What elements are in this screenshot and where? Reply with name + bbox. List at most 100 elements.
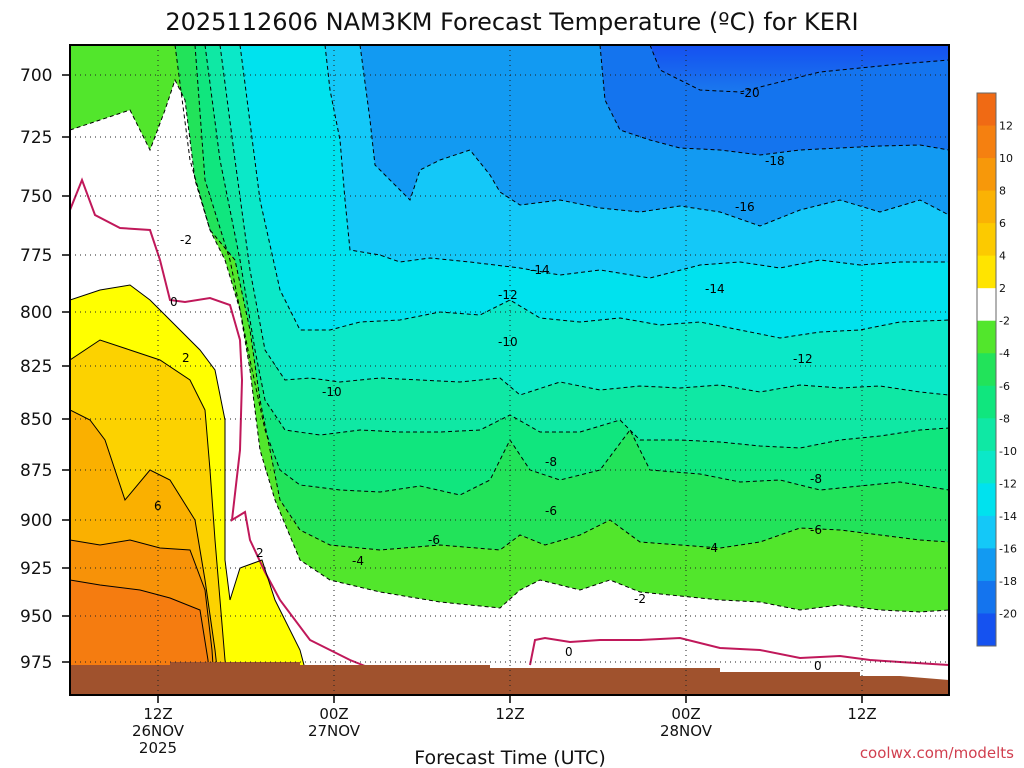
colorbar-tick-label: 12 xyxy=(999,120,1013,133)
band-minus-4 xyxy=(70,45,949,695)
contour-label: 0 xyxy=(814,659,822,673)
colorbar-tick-label: -6 xyxy=(999,380,1010,393)
x-tick-label: 2025 xyxy=(139,739,177,757)
contour-zero-upper xyxy=(70,177,376,671)
contour-minus-20 xyxy=(649,45,949,93)
y-tick-label: 900 xyxy=(20,511,52,531)
x-tick-label: 00Z xyxy=(671,705,700,723)
contour-minus-8 xyxy=(204,45,949,449)
contour-label: -10 xyxy=(322,385,342,399)
colorbar-swatch xyxy=(977,93,996,127)
contour-label: -12 xyxy=(498,288,518,302)
colorbar-swatch xyxy=(977,320,996,354)
colorbar-tick-label: -2 xyxy=(999,315,1010,328)
contour-label: -2 xyxy=(180,233,192,247)
contour-label: 2 xyxy=(256,546,264,560)
ground xyxy=(70,662,949,695)
x-tick-label: 26NOV xyxy=(132,722,185,740)
colorbar-tick-label: -8 xyxy=(999,412,1010,425)
contour-labels: -20 -18 -16 -14 -14 -12 -12 -10 -10 -8 -… xyxy=(154,86,822,673)
contour-label: -12 xyxy=(793,352,813,366)
y-tick-label: 875 xyxy=(20,461,52,481)
y-tick-label: 700 xyxy=(20,66,52,86)
colorbar-swatch xyxy=(977,288,996,322)
zero-contours xyxy=(70,177,949,671)
contour-minus-2 xyxy=(70,78,949,613)
colorbar-tick-label: -4 xyxy=(999,347,1010,360)
colorbar-tick-label: -20 xyxy=(999,607,1017,620)
contour-label: -18 xyxy=(765,154,785,168)
colorbar-swatch xyxy=(977,418,996,452)
colorbar-tick-label: -14 xyxy=(999,510,1017,523)
y-tick-label: 925 xyxy=(20,559,52,579)
colorbar-swatch xyxy=(977,223,996,257)
colorbar-tick-label: 4 xyxy=(999,250,1006,263)
contour-label: -6 xyxy=(810,523,822,537)
colorbar-tick-label: -12 xyxy=(999,477,1017,490)
colorbar-swatch xyxy=(977,515,996,549)
contour-label: 6 xyxy=(154,499,162,513)
colorbar-tick-label: 6 xyxy=(999,217,1006,230)
colorbar-tick-label: -18 xyxy=(999,575,1017,588)
contour-label: -6 xyxy=(428,533,440,547)
gridlines xyxy=(70,45,949,695)
x-axis-label: Forecast Time (UTC) xyxy=(414,747,605,768)
y-tick-label: 975 xyxy=(20,653,52,673)
band-minus-2 xyxy=(70,80,949,695)
colorbar-swatch xyxy=(977,483,996,517)
contour-zero-lower xyxy=(529,636,949,666)
contour-plus-8 xyxy=(70,539,216,695)
x-tick-label: 12Z xyxy=(847,705,876,723)
colorbar: 12 10 8 6 4 2 -2 -4 -6 -8 -10 -12 -14 -16 -18 -20 xyxy=(976,92,1017,647)
y-tick-label: 750 xyxy=(20,187,52,207)
dashed-contours xyxy=(70,45,949,613)
contour-minus-4 xyxy=(174,45,949,551)
y-axis: 700 725 750 775 800 825 850 875 900 925 … xyxy=(20,66,70,673)
contour-label: 0 xyxy=(170,295,178,309)
x-axis: 12Z 26NOV 2025 00Z 27NOV 12Z 00Z 28NOV 1… xyxy=(132,695,877,757)
contour-minus-18 xyxy=(599,45,949,156)
colorbar-swatch xyxy=(977,255,996,289)
colorbar-swatch xyxy=(977,548,996,582)
contour-minus-10 xyxy=(219,45,949,396)
contour-label: -20 xyxy=(740,86,760,100)
colorbar-swatch xyxy=(977,613,996,647)
x-tick-label: 27NOV xyxy=(308,722,361,740)
y-tick-label: 725 xyxy=(20,128,52,148)
contour-plus-4 xyxy=(70,339,231,695)
y-tick-label: 950 xyxy=(20,607,52,627)
contour-plus-10 xyxy=(70,579,211,695)
contour-label: -8 xyxy=(810,472,822,486)
y-tick-label: 775 xyxy=(20,246,52,266)
colorbar-swatch xyxy=(977,353,996,387)
contour-label: -16 xyxy=(735,200,755,214)
y-tick-label: 825 xyxy=(20,357,52,377)
contour-label: 0 xyxy=(565,645,573,659)
colorbar-tick-label: 8 xyxy=(999,185,1006,198)
colorbar-swatch xyxy=(977,158,996,192)
contour-minus-14 xyxy=(324,45,949,279)
band-coldest xyxy=(650,45,949,92)
colorbar-tick-label: -16 xyxy=(999,542,1017,555)
y-tick-label: 850 xyxy=(20,410,52,430)
contour-label: -14 xyxy=(705,282,725,296)
colorbar-swatch xyxy=(977,580,996,614)
plot-area xyxy=(70,45,949,695)
contour-label: -6 xyxy=(545,504,557,518)
colorbar-swatch xyxy=(977,385,996,419)
colorbar-tick-label: -10 xyxy=(999,445,1017,458)
contour-label: -4 xyxy=(352,554,364,568)
solid-contours xyxy=(70,284,313,695)
contour-label: -8 xyxy=(545,455,557,469)
colorbar-tick-label: 2 xyxy=(999,282,1006,295)
colorbar-tick-label: 10 xyxy=(999,152,1013,165)
credit-text: coolwx.com/modelts xyxy=(860,744,1014,762)
colorbar-swatch xyxy=(977,190,996,224)
contour-label: -4 xyxy=(706,541,718,555)
x-tick-label: 28NOV xyxy=(660,722,713,740)
x-tick-label: 12Z xyxy=(495,705,524,723)
contour-minus-16 xyxy=(359,45,949,227)
contour-plus-2 xyxy=(70,284,313,695)
contour-minus-12 xyxy=(239,45,949,339)
